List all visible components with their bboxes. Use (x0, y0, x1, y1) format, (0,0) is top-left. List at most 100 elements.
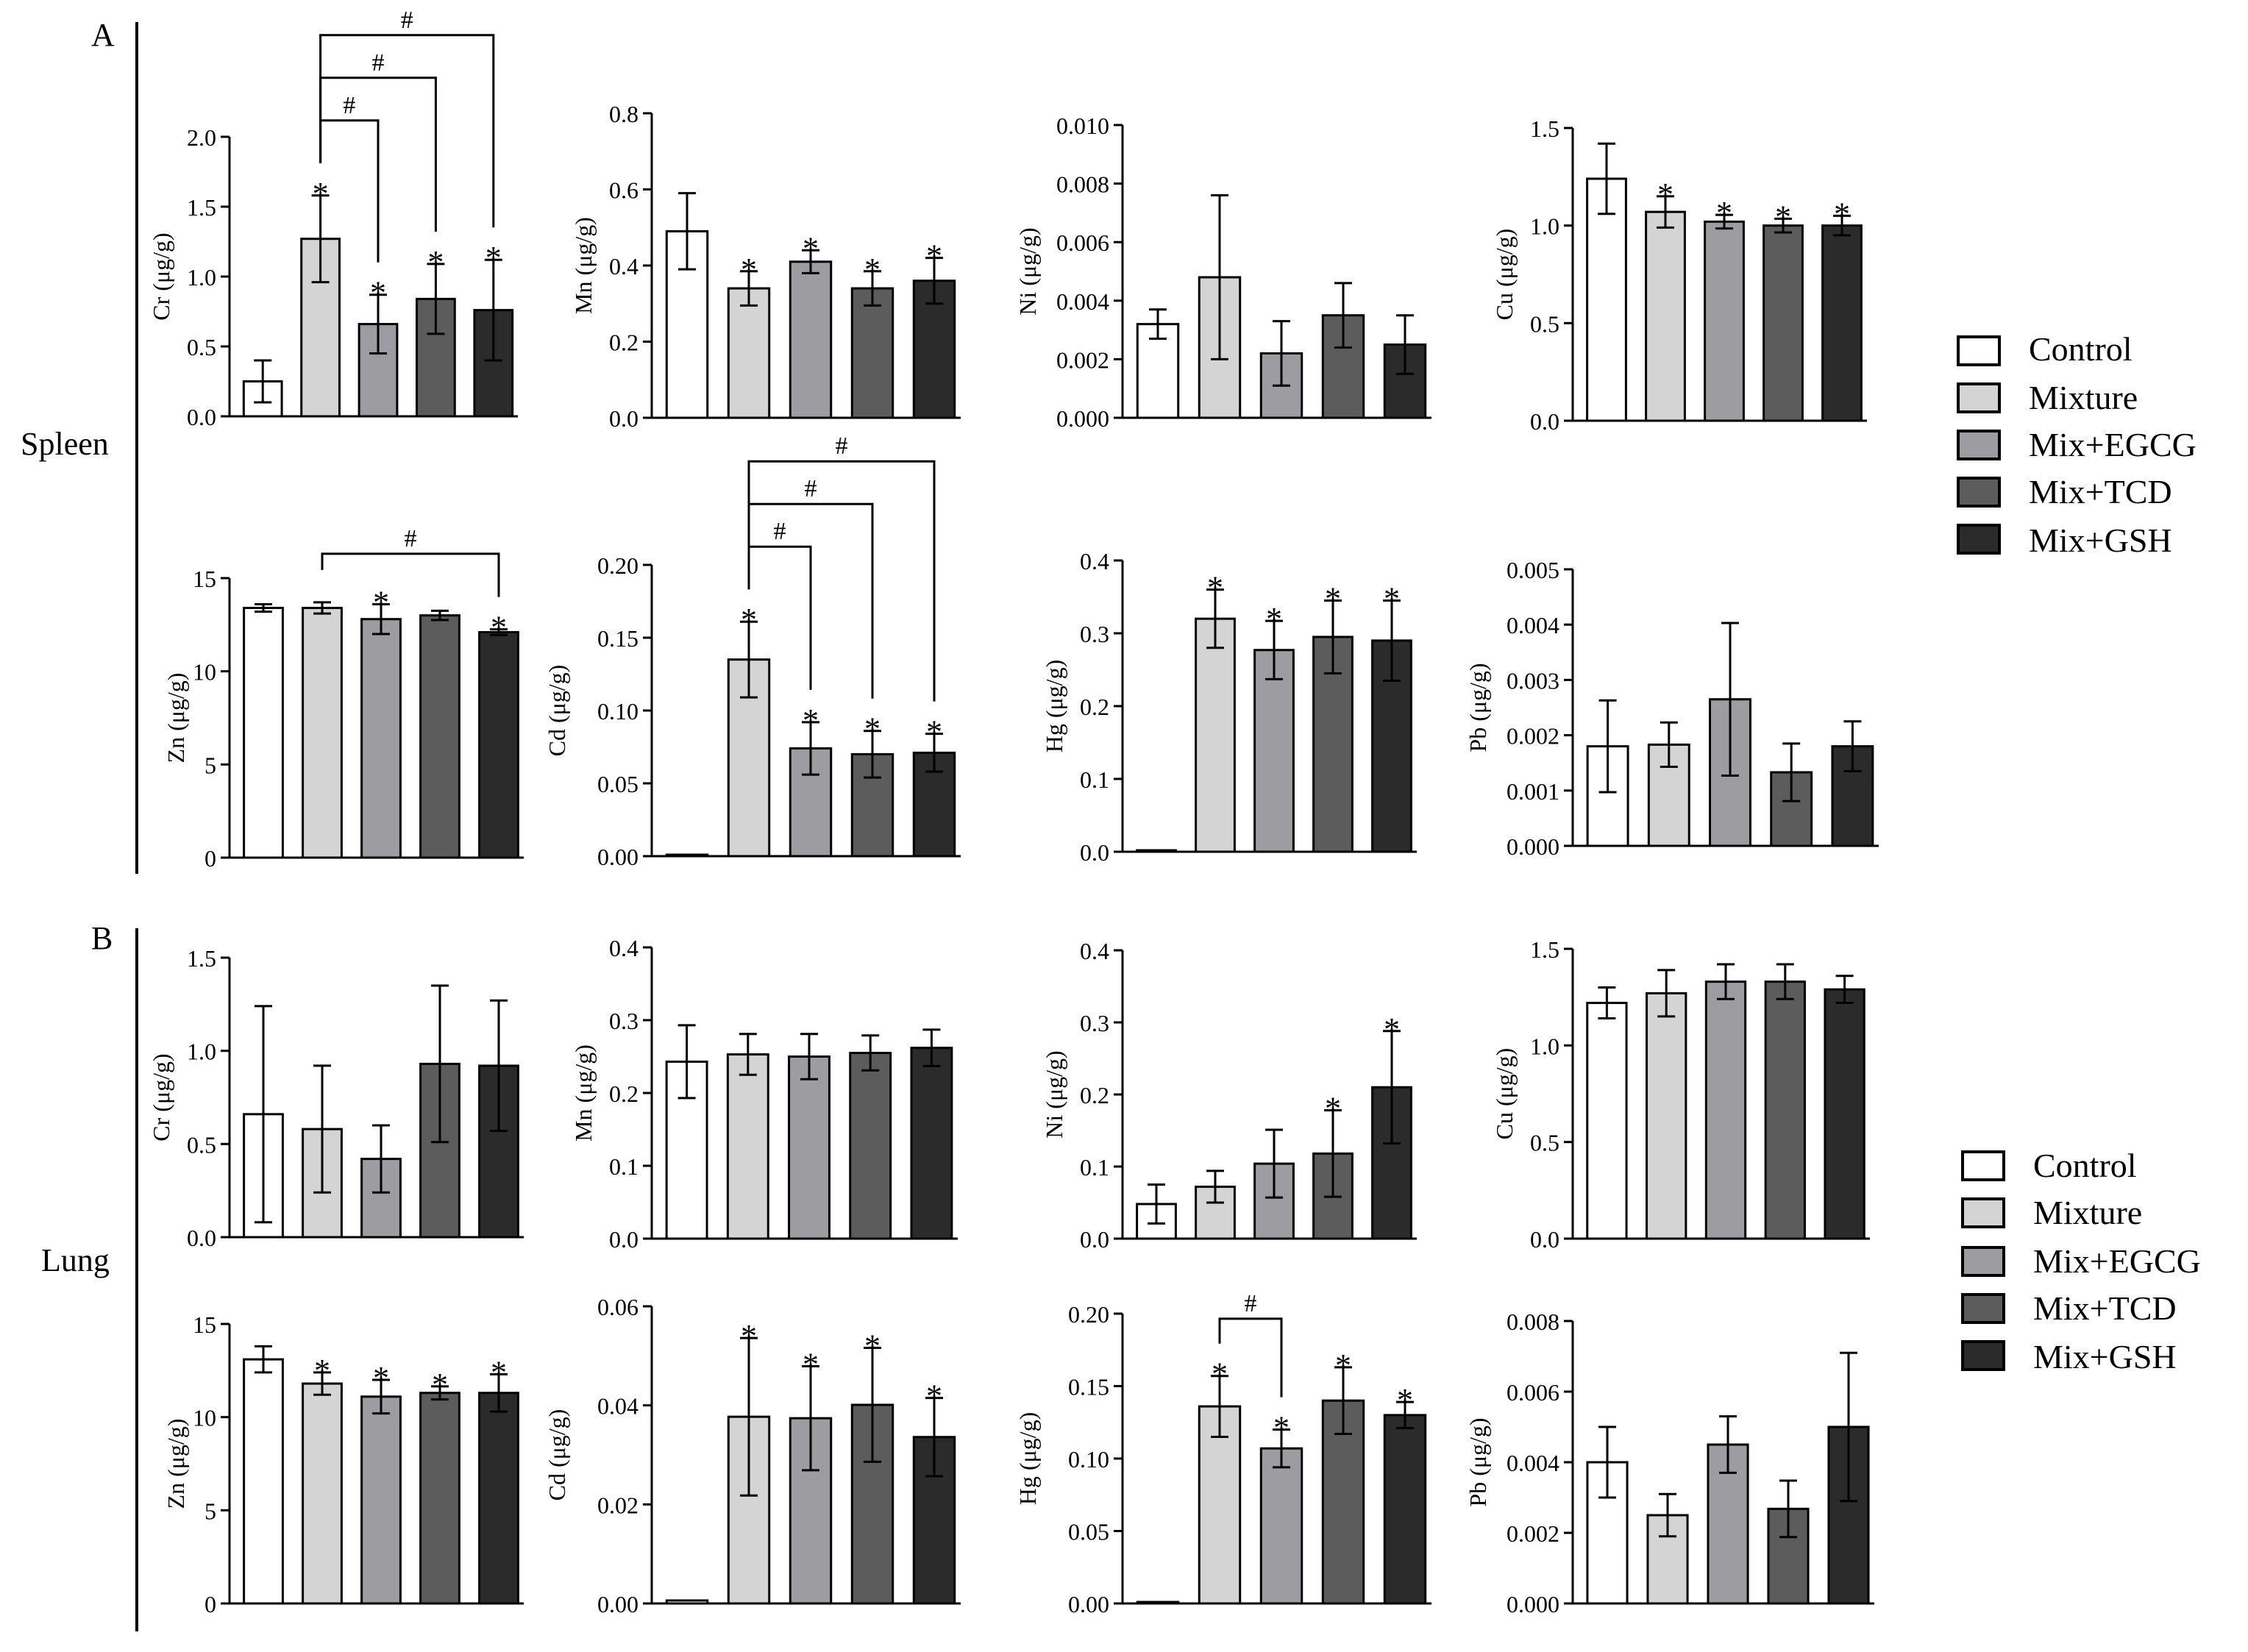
y-tick-label: 0.05 (1068, 1519, 1109, 1545)
significance-star: * (1207, 570, 1223, 606)
bracket-hash: # (343, 92, 355, 119)
significance-star: * (741, 602, 757, 638)
y-tick-label: 1.5 (1530, 115, 1559, 142)
significance-star: * (313, 176, 329, 212)
significance-star: * (803, 702, 819, 738)
y-tick-label: 0.4 (609, 253, 639, 280)
bar-control (243, 607, 284, 859)
tissue-label-lung: Lung (41, 1242, 110, 1278)
bar-mix-egcg (789, 260, 833, 419)
y-tick-label: 0.10 (597, 698, 639, 724)
legend-label-mixture: Mixture (2029, 379, 2138, 416)
y-axis-label: Cd (μg/g) (544, 665, 570, 757)
legend-swatch-mix-egcg (1961, 1246, 2005, 1277)
bar-mix-tcd (419, 1392, 460, 1605)
y-tick-label: 0.002 (1507, 723, 1559, 750)
bar-control (665, 853, 709, 858)
significance-star: * (1384, 1011, 1400, 1047)
y-tick-label: 0.5 (187, 334, 216, 360)
significance-bracket (747, 460, 936, 702)
y-tick-label: 0.002 (1056, 346, 1109, 373)
bar-mixture (1195, 1185, 1236, 1240)
y-axis-label: Zn (μg/g) (163, 673, 189, 763)
bar-mix-egcg (360, 618, 402, 859)
significance-star: * (1397, 1382, 1413, 1418)
y-tick-label: 0.000 (1507, 1591, 1559, 1617)
y-tick-label: 0.1 (609, 1153, 639, 1180)
significance-star: * (1834, 196, 1850, 232)
significance-star: * (1657, 177, 1673, 213)
y-axis-label: Ni (μg/g) (1014, 227, 1041, 315)
y-tick-label: 0.005 (1507, 557, 1559, 583)
bracket-hash: # (372, 49, 385, 76)
bar-mix-gsh (912, 1436, 956, 1605)
legend-label-mix-gsh: Mix+GSH (2033, 1338, 2177, 1375)
panel-spleen-cr: 0.0 0.5 1.0 1.5 2.0 Cr (μg/g) * * * * # # # (148, 7, 518, 430)
y-tick-label: 0.0 (1530, 408, 1559, 435)
y-axis-label: Zn (μg/g) (163, 1419, 189, 1509)
bracket-hash: # (805, 475, 817, 502)
y-tick-label: 0.10 (1068, 1446, 1109, 1473)
y-tick-label: 0.006 (1507, 1379, 1559, 1406)
significance-star: * (1325, 1091, 1341, 1127)
y-tick-label: 0.4 (609, 935, 639, 961)
bar-control (1136, 849, 1177, 853)
panel-label-b: B (91, 920, 113, 956)
y-tick-label: 1.0 (187, 264, 216, 291)
legend-label-mix-egcg: Mix+EGCG (2033, 1242, 2201, 1280)
y-tick-label: 1.0 (1530, 213, 1559, 240)
bar-mix-tcd (849, 1052, 892, 1240)
y-tick-label: 0.20 (597, 552, 639, 579)
y-tick-label: 0.008 (1507, 1309, 1559, 1335)
bracket-hash: # (401, 7, 413, 34)
bracket-hash: # (405, 525, 417, 552)
panel-spleen-cu: 0.0 0.5 1.0 1.5 Cu (μg/g) * * * * (1491, 115, 1867, 435)
y-axis-label: Cr (μg/g) (148, 1053, 174, 1141)
y-tick-label: 0.04 (597, 1393, 639, 1420)
bar-mix-egcg (1704, 220, 1745, 422)
bar-mixture (302, 607, 343, 859)
bar-mix-tcd (1763, 224, 1804, 422)
bar-mix-gsh (478, 630, 519, 859)
bar-mixture (727, 287, 771, 419)
significance-star: * (1384, 580, 1400, 616)
y-tick-label: 10 (193, 1405, 216, 1431)
significance-star: * (491, 1354, 507, 1390)
y-tick-label: 0.004 (1507, 1450, 1559, 1476)
legend-lung: Control Mixture Mix+EGCG Mix+TCD Mix+GSH (1961, 1147, 2201, 1375)
y-tick-label: 0.1 (1080, 1154, 1109, 1181)
bracket-hash: # (774, 518, 786, 545)
bar-mixture (1195, 617, 1236, 853)
y-tick-label: 0.002 (1507, 1520, 1559, 1547)
panel-spleen-cd: 0.00 0.05 0.10 0.15 0.20 Cd (μg/g) * * * * # # # (544, 432, 961, 870)
y-tick-label: 15 (193, 566, 216, 592)
significance-star: * (1273, 1410, 1290, 1446)
y-axis-label: Mn (μg/g) (570, 217, 597, 314)
y-tick-label: 0.4 (1080, 548, 1109, 574)
significance-bracket (319, 34, 495, 228)
y-tick-label: 0.20 (1068, 1301, 1109, 1328)
y-tick-label: 15 (193, 1311, 216, 1338)
y-axis-label: Mn (μg/g) (570, 1044, 597, 1142)
legend-label-mix-tcd: Mix+TCD (2029, 473, 2172, 510)
y-tick-label: 0.5 (1530, 310, 1559, 337)
y-tick-label: 0.2 (609, 1080, 639, 1107)
legend-swatch-control (1961, 1150, 2005, 1181)
y-tick-label: 0.00 (1068, 1591, 1109, 1617)
bar-control (665, 1599, 709, 1605)
y-tick-label: 2.0 (187, 124, 216, 151)
significance-star: * (432, 1367, 448, 1403)
y-tick-label: 0.001 (1507, 778, 1559, 805)
y-axis-label: Cr (μg/g) (148, 232, 174, 320)
y-tick-label: 0.000 (1056, 405, 1109, 432)
y-tick-label: 0.2 (609, 330, 639, 356)
bar-mix-tcd (1767, 1507, 1810, 1605)
significance-star: * (803, 1346, 819, 1382)
bar-mix-tcd (1764, 980, 1806, 1240)
y-tick-label: 0.00 (597, 844, 639, 870)
panel-lung-cd: 0.00 0.02 0.04 0.06 Cd (μg/g) * * * * (544, 1294, 961, 1617)
y-tick-label: 0.010 (1056, 113, 1109, 139)
bar-mix-egcg (360, 1395, 402, 1605)
y-tick-label: 5 (204, 752, 216, 778)
legend-swatch-control (1957, 335, 2001, 366)
